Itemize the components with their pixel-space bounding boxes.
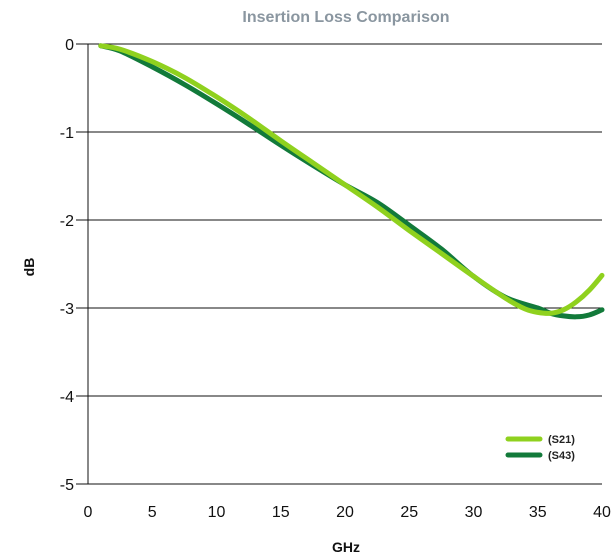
y-tick-label: -3 [60, 301, 74, 318]
x-tick-label: 10 [208, 504, 226, 521]
x-axis-label: GHz [332, 539, 360, 555]
y-tick-label: -5 [60, 477, 74, 494]
legend: (S21) (S43) [505, 434, 575, 462]
x-tick-label: 20 [336, 504, 354, 521]
y-axis-label: dB [21, 258, 37, 277]
series-line-1 [98, 43, 605, 320]
y-tick-label: -1 [60, 125, 74, 142]
x-tick-label: 0 [84, 504, 93, 521]
series-line-0 [98, 43, 605, 316]
x-tick-label: 30 [465, 504, 483, 521]
tick-labels: 0 -1 -2 -3 -4 -5 0 5 10 15 20 25 30 35 40 [60, 37, 611, 521]
y-tick-label: -4 [60, 389, 74, 406]
legend-label-0: (S21) [548, 434, 575, 446]
legend-label-1: (S43) [548, 450, 575, 462]
chart-title: Insertion Loss Comparison [242, 9, 449, 26]
x-tick-label: 35 [529, 504, 547, 521]
grid-lines [76, 43, 602, 485]
y-tick-label: 0 [65, 37, 74, 54]
x-tick-label: 15 [272, 504, 290, 521]
x-tick-label: 40 [593, 504, 611, 521]
y-tick-label: -2 [60, 213, 74, 230]
x-tick-label: 25 [400, 504, 418, 521]
series-lines [98, 43, 605, 320]
x-tick-label: 5 [148, 504, 157, 521]
